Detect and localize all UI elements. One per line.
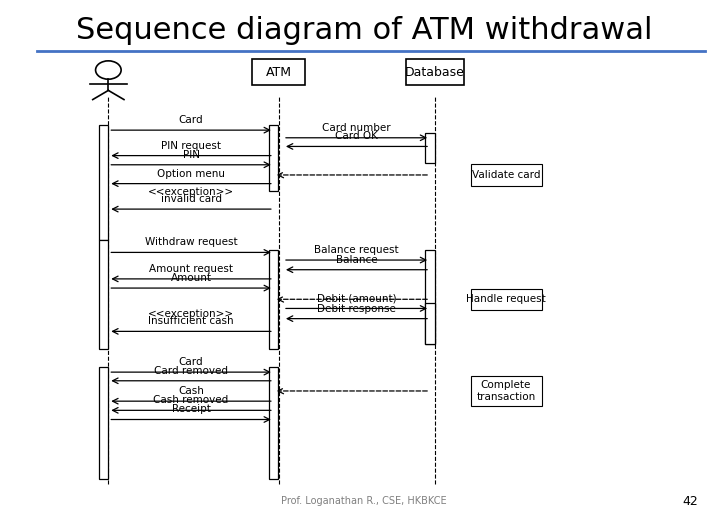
Text: <<exception>>: <<exception>> (148, 187, 234, 197)
Text: Option menu: Option menu (157, 168, 225, 179)
Bar (269, 367, 278, 479)
Text: Cash: Cash (178, 386, 204, 396)
Text: Handle request: Handle request (466, 294, 546, 304)
Bar (425, 250, 435, 344)
Text: Card: Card (179, 115, 203, 125)
Bar (99, 125, 108, 239)
Bar (269, 250, 278, 349)
Bar (425, 303, 435, 344)
Text: Receipt: Receipt (172, 404, 210, 415)
Text: 42: 42 (682, 494, 697, 507)
Text: Card OK: Card OK (335, 131, 378, 141)
Bar (99, 239, 108, 349)
Text: Withdraw request: Withdraw request (145, 237, 237, 247)
Text: Cash removed: Cash removed (154, 395, 229, 405)
Bar (406, 59, 464, 85)
Text: Debit (amount): Debit (amount) (317, 294, 396, 303)
Text: ATM: ATM (266, 65, 292, 79)
Bar (470, 164, 542, 186)
Bar (269, 125, 278, 191)
Text: Validate card: Validate card (472, 170, 540, 180)
Text: <<exception>>: <<exception>> (148, 309, 234, 319)
Bar (470, 376, 542, 406)
Text: invalid card: invalid card (161, 194, 221, 204)
Text: Balance: Balance (336, 254, 377, 265)
Text: Insufficient cash: Insufficient cash (149, 316, 234, 327)
Text: PIN request: PIN request (161, 141, 221, 150)
Text: Debit response: Debit response (317, 303, 396, 314)
Bar (425, 133, 435, 163)
Text: Complete
transaction: Complete transaction (476, 380, 536, 402)
Text: Prof. Loganathan R., CSE, HKBKCE: Prof. Loganathan R., CSE, HKBKCE (281, 496, 447, 506)
Bar (470, 288, 542, 310)
Bar (99, 367, 108, 479)
Text: Sequence diagram of ATM withdrawal: Sequence diagram of ATM withdrawal (76, 16, 652, 45)
Text: PIN: PIN (183, 150, 199, 160)
Text: Database: Database (405, 65, 465, 79)
Text: Card removed: Card removed (154, 366, 228, 375)
Text: Amount: Amount (170, 273, 212, 283)
Text: Card: Card (179, 357, 203, 367)
Text: Amount request: Amount request (149, 264, 233, 274)
Bar (252, 59, 306, 85)
Text: Card number: Card number (323, 123, 391, 133)
Text: Balance request: Balance request (314, 245, 399, 255)
